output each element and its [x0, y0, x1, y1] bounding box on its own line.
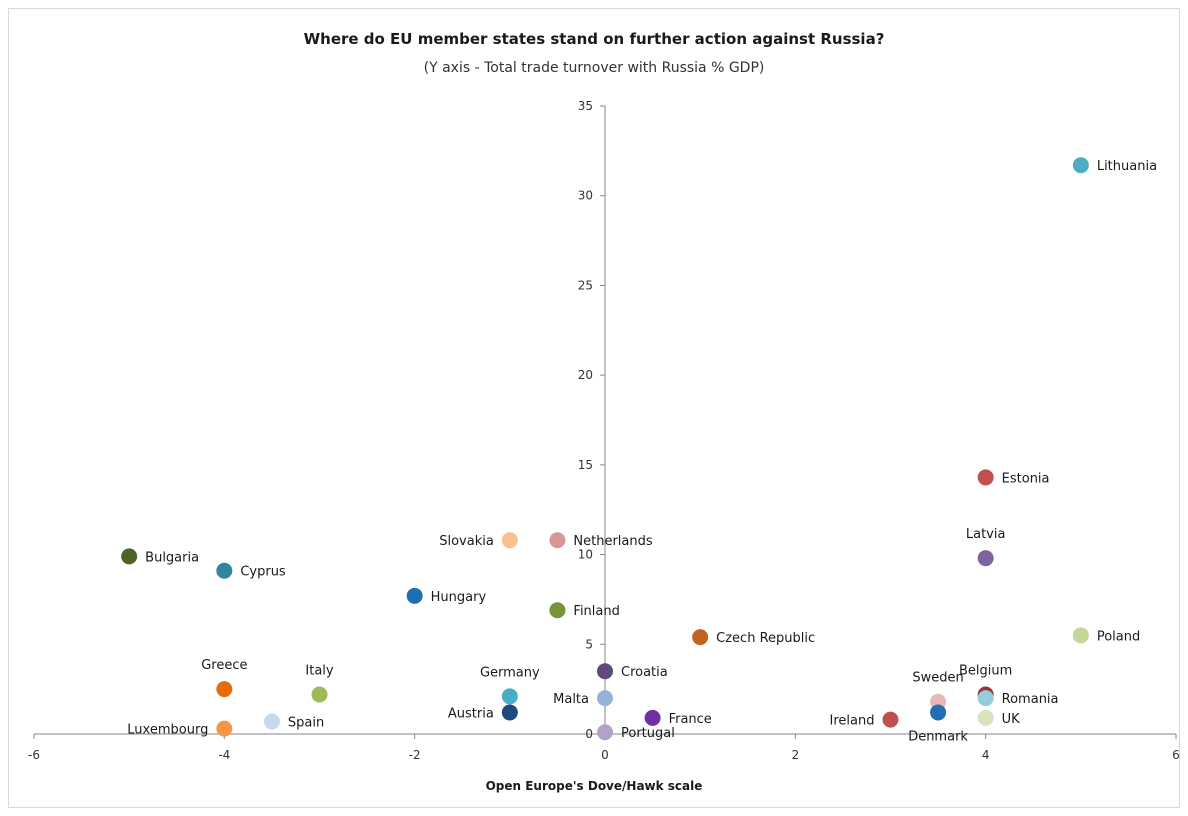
point-label: Estonia [1002, 471, 1050, 486]
data-point [597, 663, 613, 680]
data-point [1072, 157, 1089, 174]
data-point [644, 709, 661, 726]
point-label: Lithuania [1097, 159, 1157, 174]
data-point [549, 532, 566, 549]
data-point [311, 686, 328, 703]
point-label: Bulgaria [145, 550, 199, 565]
data-point [216, 720, 233, 737]
point-label: Ireland [830, 714, 875, 729]
data-point [501, 704, 518, 721]
data-point [549, 602, 566, 619]
data-point [501, 532, 518, 549]
point-label: UK [1002, 712, 1021, 727]
point-label: Greece [201, 658, 247, 673]
point-label: Portugal [621, 726, 675, 741]
y-tick-label: 10 [578, 548, 593, 562]
point-label: Finland [573, 604, 619, 619]
data-point [406, 587, 423, 604]
y-tick-label: 35 [578, 99, 593, 113]
y-tick-label: 20 [578, 368, 593, 382]
data-point [977, 690, 994, 707]
chart-title: Where do EU member states stand on furth… [303, 30, 885, 48]
point-label: Czech Republic [716, 631, 815, 646]
point-label: Luxembourg [127, 723, 208, 738]
y-tick-label: 5 [585, 637, 593, 651]
x-tick-label: 0 [601, 748, 609, 762]
data-point [501, 688, 518, 705]
point-label: Denmark [908, 729, 968, 744]
point-label: Sweden [912, 671, 963, 686]
point-label: Italy [305, 664, 334, 679]
point-label: Croatia [621, 665, 668, 680]
data-point [977, 550, 994, 567]
chart-subtitle: (Y axis - Total trade turnover with Russ… [423, 60, 765, 76]
y-tick-label: 30 [578, 189, 593, 203]
point-label: Spain [288, 715, 324, 730]
data-point [263, 713, 280, 730]
data-point [597, 724, 613, 741]
x-tick-label: 2 [792, 748, 800, 762]
point-label: Romania [1002, 692, 1059, 707]
point-label: France [669, 712, 712, 727]
data-point [977, 709, 994, 726]
point-label: Hungary [431, 590, 487, 605]
point-label: Austria [448, 706, 494, 721]
data-point [1072, 627, 1089, 644]
data-point [977, 469, 994, 486]
point-label: Latvia [966, 527, 1006, 542]
x-tick-label: -4 [218, 748, 230, 762]
point-label: Belgium [959, 664, 1012, 679]
chart-frame [8, 8, 1180, 808]
y-tick-label: 25 [578, 278, 593, 292]
point-label: Poland [1097, 629, 1140, 644]
x-axis-label: Open Europe's Dove/Hawk scale [485, 779, 703, 793]
x-tick-label: -2 [409, 748, 421, 762]
y-tick-label: 15 [578, 458, 593, 472]
data-point [882, 711, 899, 728]
point-label: Malta [553, 692, 589, 707]
data-point [930, 704, 947, 721]
data-point [597, 690, 613, 707]
data-point [121, 548, 138, 565]
x-tick-label: 4 [982, 748, 990, 762]
x-tick-label: -6 [28, 748, 40, 762]
point-label: Slovakia [439, 534, 494, 549]
point-label: Germany [480, 665, 540, 680]
data-point [216, 562, 233, 579]
x-tick-label: 6 [1172, 748, 1180, 762]
data-point [692, 629, 709, 646]
point-label: Netherlands [573, 534, 652, 549]
data-point [216, 681, 233, 698]
y-tick-label: 0 [585, 727, 593, 741]
point-label: Cyprus [240, 565, 286, 580]
